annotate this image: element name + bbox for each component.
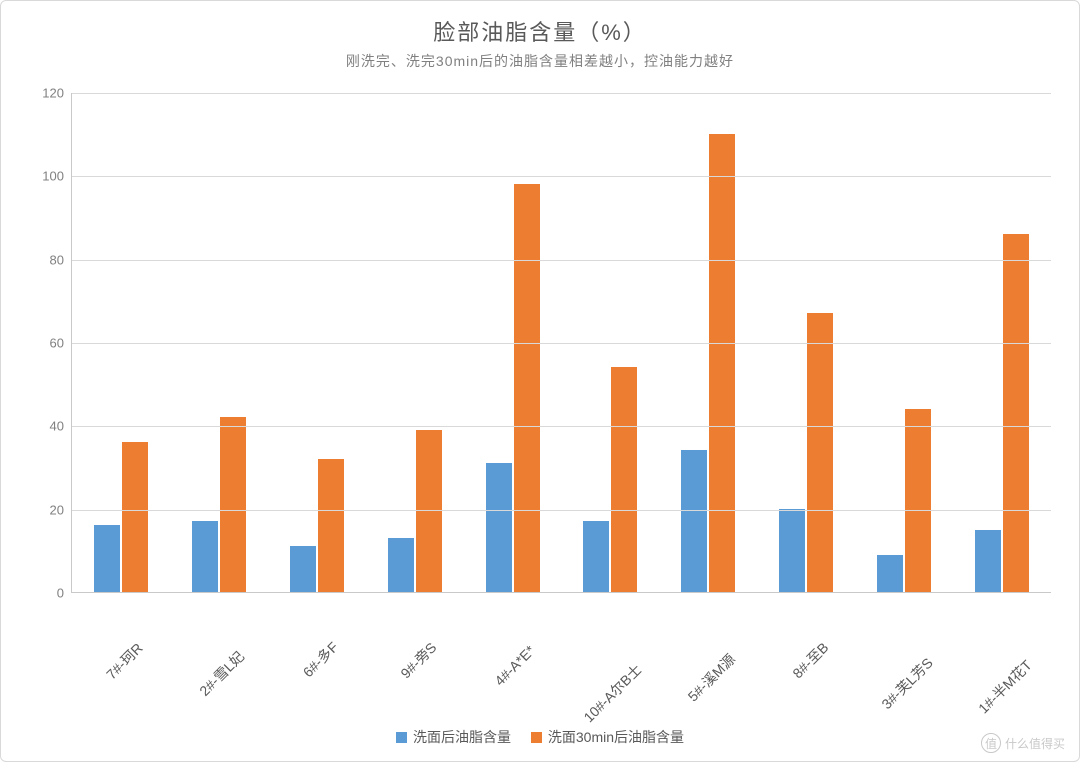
legend-label-a: 洗面后油脂含量 <box>413 727 511 747</box>
x-label-cell: 6#-多F <box>267 601 365 711</box>
bar-series-a <box>290 546 316 592</box>
y-tick-label: 80 <box>24 252 64 267</box>
gridline <box>72 260 1051 261</box>
plot-area: 020406080100120 <box>71 93 1051 593</box>
watermark-badge-icon: 值 <box>981 733 1001 753</box>
y-tick-label: 120 <box>24 86 64 101</box>
bar-series-a <box>583 521 609 592</box>
bar-series-b <box>416 430 442 593</box>
legend-swatch-b <box>531 732 542 743</box>
chart-titles: 脸部油脂含量（%） 刚洗完、洗完30min后的油脂含量相差越小，控油能力越好 <box>1 1 1079 71</box>
x-label-cell: 5#-溪M源 <box>659 601 757 711</box>
y-tick-label: 60 <box>24 336 64 351</box>
bar-series-a <box>388 538 414 592</box>
x-label-cell: 9#-旁S <box>365 601 463 711</box>
chart-container: 脸部油脂含量（%） 刚洗完、洗完30min后的油脂含量相差越小，控油能力越好 0… <box>0 0 1080 762</box>
x-axis-labels: 7#-珂R2#-雪L妃6#-多F9#-旁S4#-A*E*10#-A尔B士5#-溪… <box>71 601 1051 711</box>
x-label-cell: 10#-A尔B士 <box>561 601 659 711</box>
chart-subtitle: 刚洗完、洗完30min后的油脂含量相差越小，控油能力越好 <box>1 51 1079 71</box>
bar-series-b <box>611 367 637 592</box>
x-label-cell: 2#-雪L妃 <box>169 601 267 711</box>
bar-series-b <box>1003 234 1029 592</box>
bar-series-a <box>94 525 120 592</box>
x-label-cell: 3#-芙L芳S <box>855 601 953 711</box>
x-label-cell: 7#-珂R <box>71 601 169 711</box>
bar-series-a <box>877 555 903 593</box>
y-tick-label: 40 <box>24 419 64 434</box>
legend-item-series-a: 洗面后油脂含量 <box>396 727 511 747</box>
bar-series-b <box>318 459 344 592</box>
legend-item-series-b: 洗面30min后油脂含量 <box>531 727 684 747</box>
bar-series-b <box>220 417 246 592</box>
gridline <box>72 343 1051 344</box>
x-label-cell: 8#-至B <box>757 601 855 711</box>
bar-series-b <box>905 409 931 592</box>
y-tick-label: 0 <box>24 586 64 601</box>
legend: 洗面后油脂含量 洗面30min后油脂含量 <box>1 727 1079 747</box>
watermark-text: 什么值得买 <box>1005 735 1065 752</box>
legend-swatch-a <box>396 732 407 743</box>
watermark: 值 什么值得买 <box>981 733 1065 753</box>
bar-series-b <box>514 184 540 592</box>
gridline <box>72 426 1051 427</box>
bar-series-a <box>486 463 512 592</box>
x-tick-label: 1#-半M花T <box>1022 607 1080 670</box>
gridline <box>72 176 1051 177</box>
legend-label-b: 洗面30min后油脂含量 <box>548 727 684 747</box>
bar-series-a <box>681 450 707 592</box>
bar-series-b <box>807 313 833 592</box>
bar-series-a <box>192 521 218 592</box>
bar-series-a <box>779 509 805 592</box>
y-tick-label: 20 <box>24 502 64 517</box>
gridline <box>72 93 1051 94</box>
chart-title: 脸部油脂含量（%） <box>1 15 1079 47</box>
y-tick-label: 100 <box>24 169 64 184</box>
x-label-cell: 4#-A*E* <box>463 601 561 711</box>
gridline <box>72 510 1051 511</box>
bar-series-b <box>709 134 735 592</box>
x-label-cell: 1#-半M花T <box>953 601 1051 711</box>
bar-series-a <box>975 530 1001 593</box>
bar-series-b <box>122 442 148 592</box>
